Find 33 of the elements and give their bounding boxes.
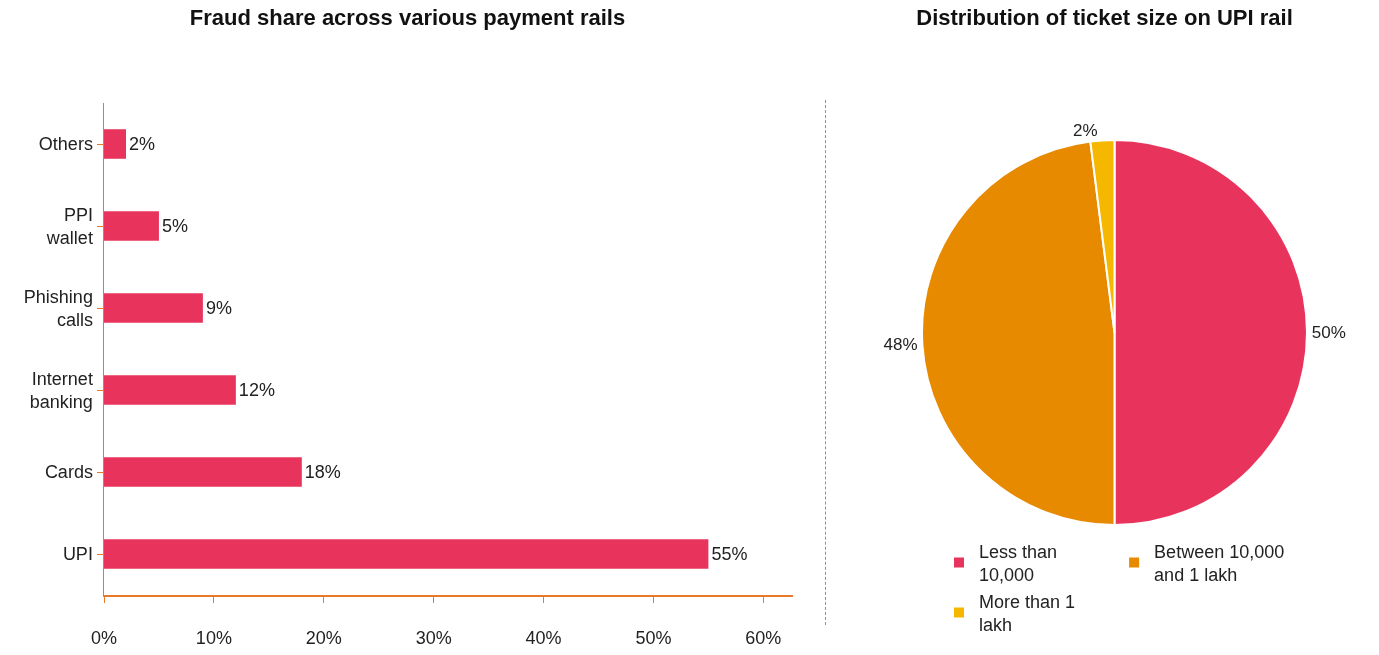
y-tick-label: Internet banking xyxy=(29,368,93,412)
bar xyxy=(104,457,302,487)
x-tick-label: 50% xyxy=(635,628,672,649)
data-label: 12% xyxy=(238,380,275,400)
bar xyxy=(104,129,126,159)
bar xyxy=(104,375,236,405)
x-tick-label: 0% xyxy=(90,628,118,649)
data-label: 5% xyxy=(161,216,188,236)
x-tick-label: 10% xyxy=(195,628,232,649)
bar xyxy=(104,211,159,241)
legend-label: Less than 10,000 xyxy=(979,541,1058,586)
data-label: 55% xyxy=(711,544,748,564)
x-tick-label: 60% xyxy=(745,628,782,649)
x-tick-label: 40% xyxy=(525,628,562,649)
legend-label: Between 10,000 and 1 lakh xyxy=(1154,541,1285,586)
y-tick-label: UPI xyxy=(62,544,93,565)
data-label: 2% xyxy=(1073,121,1098,141)
x-tick-label: 20% xyxy=(305,628,342,649)
x-tick-label: 30% xyxy=(415,628,452,649)
y-tick-label: Phishing calls xyxy=(23,286,93,330)
data-label: 48% xyxy=(883,335,918,355)
data-label: 18% xyxy=(304,462,341,482)
bar xyxy=(104,293,203,323)
data-label: 50% xyxy=(1311,323,1346,342)
data-label: 9% xyxy=(205,298,232,318)
y-tick-label: Cards xyxy=(44,462,93,483)
y-tick-label: PPI wallet xyxy=(45,204,93,248)
chart-title: Fraud share across various payment rails xyxy=(189,5,626,31)
data-label: 2% xyxy=(128,134,155,154)
legend-label: More than 1 lakh xyxy=(979,591,1076,636)
bar xyxy=(104,539,709,569)
chart-title: Distribution of ticket size on UPI rail xyxy=(916,5,1293,31)
y-tick-label: Others xyxy=(38,134,93,155)
